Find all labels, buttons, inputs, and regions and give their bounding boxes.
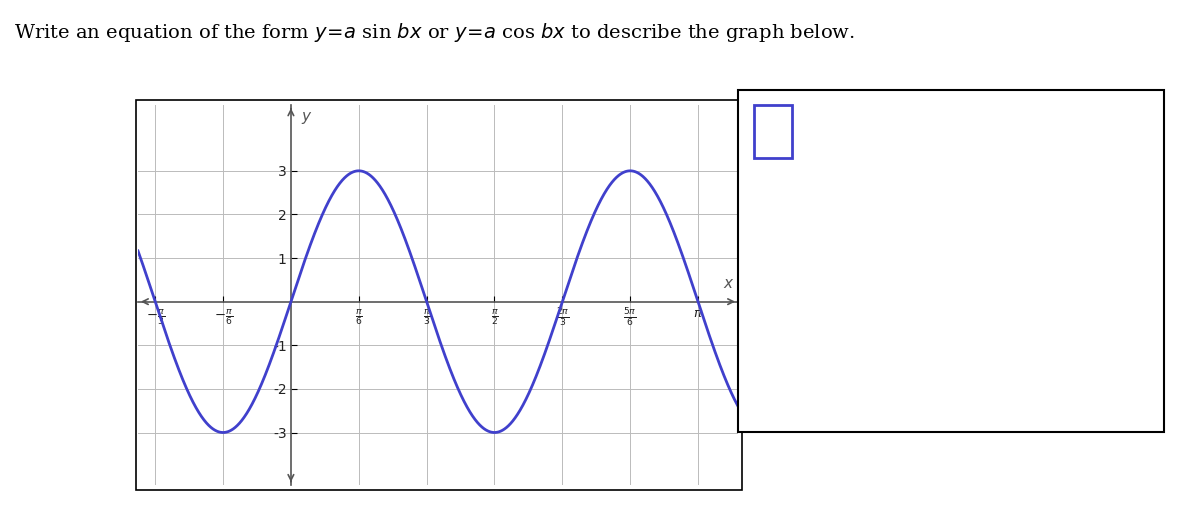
Text: Write an equation of the form $y\!=\!a$ sin $bx$ or $y\!=\!a$ cos $bx$ to descri: Write an equation of the form $y\!=\!a$ …: [14, 21, 856, 44]
Text: $x$: $x$: [722, 276, 734, 291]
Text: $y$: $y$: [301, 110, 313, 126]
